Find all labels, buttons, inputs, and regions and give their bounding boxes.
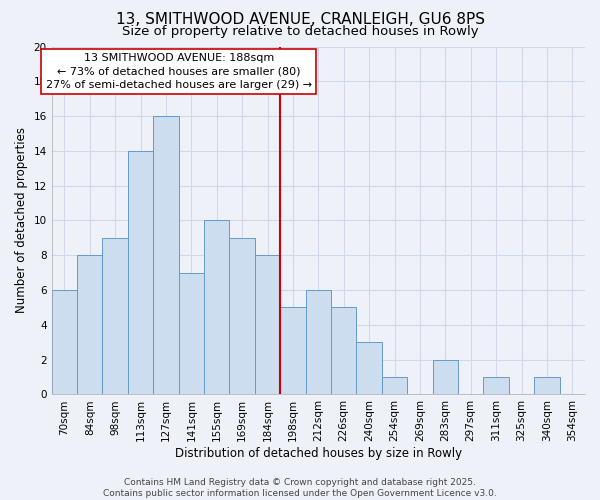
Bar — [52, 290, 77, 395]
Bar — [128, 151, 153, 394]
Bar — [280, 308, 305, 394]
Text: Contains HM Land Registry data © Crown copyright and database right 2025.
Contai: Contains HM Land Registry data © Crown c… — [103, 478, 497, 498]
Bar — [204, 220, 229, 394]
Bar — [356, 342, 382, 394]
Text: 13, SMITHWOOD AVENUE, CRANLEIGH, GU6 8PS: 13, SMITHWOOD AVENUE, CRANLEIGH, GU6 8PS — [115, 12, 485, 28]
Bar — [103, 238, 128, 394]
Bar — [305, 290, 331, 395]
Bar — [433, 360, 458, 394]
Bar — [179, 272, 204, 394]
Bar — [484, 377, 509, 394]
Bar — [331, 308, 356, 394]
Text: Size of property relative to detached houses in Rowly: Size of property relative to detached ho… — [122, 25, 478, 38]
Bar — [382, 377, 407, 394]
Bar — [255, 256, 280, 394]
Bar — [229, 238, 255, 394]
Text: 13 SMITHWOOD AVENUE: 188sqm
← 73% of detached houses are smaller (80)
27% of sem: 13 SMITHWOOD AVENUE: 188sqm ← 73% of det… — [46, 54, 312, 90]
Bar — [534, 377, 560, 394]
Y-axis label: Number of detached properties: Number of detached properties — [15, 128, 28, 314]
X-axis label: Distribution of detached houses by size in Rowly: Distribution of detached houses by size … — [175, 447, 462, 460]
Bar — [153, 116, 179, 394]
Bar — [77, 256, 103, 394]
